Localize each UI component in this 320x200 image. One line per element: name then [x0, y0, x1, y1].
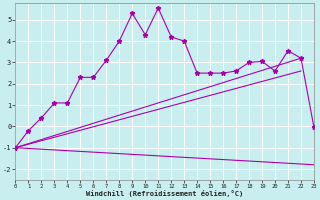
X-axis label: Windchill (Refroidissement éolien,°C): Windchill (Refroidissement éolien,°C): [86, 190, 243, 197]
